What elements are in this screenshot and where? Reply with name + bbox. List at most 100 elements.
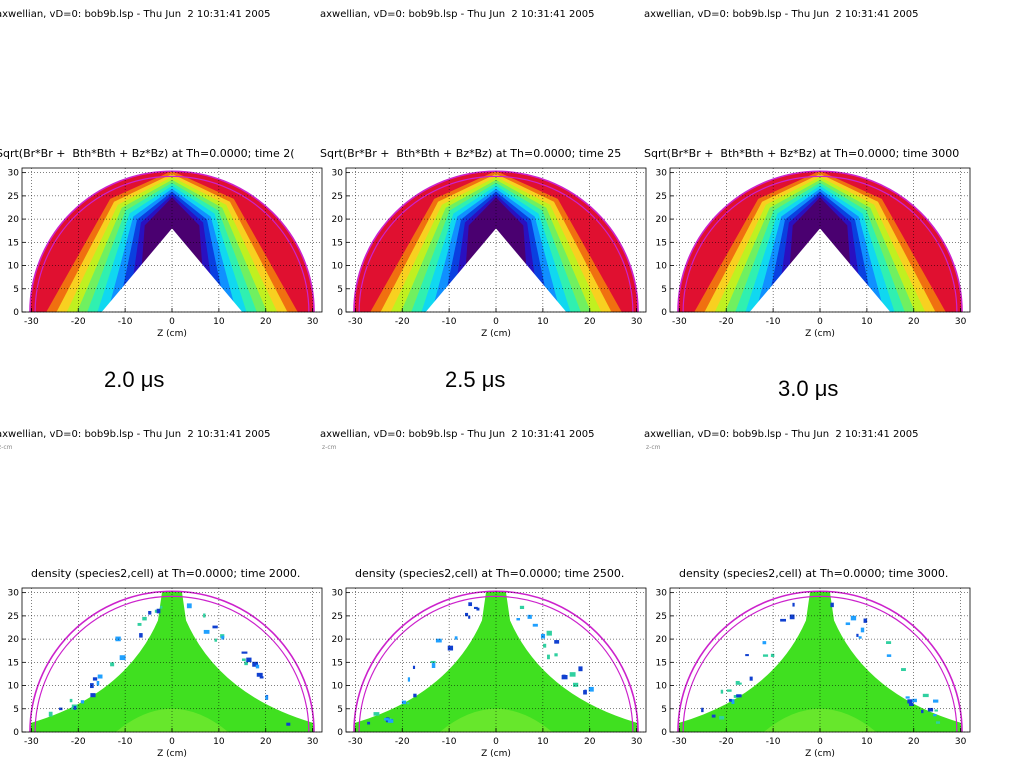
- density-fragment: [430, 660, 436, 663]
- y-tick-label: 25: [8, 612, 19, 622]
- density-fragment: [265, 695, 268, 700]
- density-fragment: [286, 722, 291, 726]
- panel-header: axwellian, vD=0: bob9b.lsp - Thu Jun 2 1…: [0, 429, 271, 440]
- x-tick-label: 20: [908, 737, 920, 747]
- x-tick-label: -30: [672, 737, 687, 747]
- x-tick-label: 30: [631, 737, 643, 747]
- density-fragment: [719, 716, 725, 720]
- x-tick-label: -30: [348, 737, 363, 747]
- density-fragment: [554, 640, 560, 644]
- panel-header: axwellian, vD=0: bob9b.lsp - Thu Jun 2 1…: [320, 429, 595, 440]
- density-fragment: [90, 693, 96, 698]
- x-tick-label: -20: [395, 737, 410, 747]
- density-fragment: [578, 666, 583, 672]
- field-plot-1: -30 -20 -10 0 10 20 30 0 5 10 15 20 25 30 Z (cm): [8, 167, 323, 339]
- x-tick-label: 30: [307, 317, 319, 327]
- density-fragment: [863, 618, 868, 623]
- density-fragment: [527, 614, 532, 619]
- density-fragment: [214, 638, 218, 642]
- density-fragment: [246, 657, 252, 663]
- x-tick-label: -30: [24, 317, 39, 327]
- density-fragment: [137, 622, 142, 626]
- density-fragment: [845, 622, 851, 626]
- y-tick-label: 25: [656, 192, 667, 202]
- density-fragment: [212, 625, 218, 629]
- density-fragment: [749, 676, 753, 681]
- plot-field: [353, 171, 639, 313]
- time-caption: 3.0 μs: [778, 376, 839, 401]
- x-tick-label: 20: [908, 317, 920, 327]
- density-fragment: [367, 721, 371, 725]
- x-tick-label: -20: [71, 317, 86, 327]
- density-fragment: [792, 602, 795, 607]
- density-fragment: [255, 664, 260, 669]
- y-tick-label: 5: [13, 705, 19, 715]
- y-tick-label: 20: [8, 635, 20, 645]
- y-tick-label: 10: [656, 262, 668, 272]
- plot-title: Sqrt(Br*Br + Bth*Bth + Bz*Bz) at Th=0.00…: [0, 147, 295, 160]
- density-fragment: [933, 714, 937, 717]
- x-tick-label: 30: [955, 317, 967, 327]
- y-tick-label: 5: [13, 285, 19, 295]
- y-tick-label: 5: [661, 705, 667, 715]
- x-tick-label: -10: [118, 317, 133, 327]
- x-tick-label: -30: [672, 317, 687, 327]
- x-tick-label: 30: [307, 737, 319, 747]
- density-fragment: [543, 643, 547, 648]
- boundary-ring-inner: [358, 595, 634, 733]
- x-tick-label: -20: [395, 317, 410, 327]
- density-fragment: [736, 694, 742, 698]
- density-fragment: [554, 653, 558, 657]
- x-tick-label: 10: [537, 317, 549, 327]
- y-tick-label: 0: [661, 728, 667, 738]
- density-fragment: [547, 654, 550, 660]
- plot-title: Sqrt(Br*Br + Bth*Bth + Bz*Bz) at Th=0.00…: [644, 147, 960, 160]
- density-fragment: [252, 661, 258, 667]
- density-fragment: [69, 698, 73, 703]
- y-tick-label: 10: [8, 682, 20, 692]
- y-tick-label: 0: [661, 308, 667, 318]
- boundary-ring-inner: [682, 175, 958, 313]
- y-tick-label: 20: [332, 635, 344, 645]
- y-tick-label: 15: [656, 238, 667, 248]
- panel-header: axwellian, vD=0: bob9b.lsp - Thu Jun 2 1…: [0, 9, 271, 20]
- density-fragment: [160, 605, 163, 609]
- density-fragment: [259, 676, 264, 679]
- density-fragment: [406, 702, 410, 705]
- x-tick-label: 0: [169, 317, 175, 327]
- y-tick-label: 30: [332, 589, 344, 599]
- panel-subheader: z-cm: [646, 444, 661, 451]
- x-axis-label: Z (cm): [481, 749, 511, 759]
- density-fragment: [933, 699, 939, 703]
- density-fragment: [142, 616, 147, 621]
- y-tick-label: 10: [332, 682, 344, 692]
- x-tick-label: 0: [817, 737, 823, 747]
- density-fragment: [588, 686, 594, 692]
- density-fragment: [473, 606, 478, 609]
- density-fragment: [244, 661, 248, 666]
- y-tick-label: 15: [332, 658, 343, 668]
- density-fragment: [738, 682, 742, 685]
- y-tick-label: 10: [8, 262, 20, 272]
- density-fragment: [901, 668, 906, 672]
- density-fragment: [780, 618, 787, 622]
- density-fragment: [830, 602, 834, 608]
- boundary-ring-inner: [358, 175, 634, 313]
- density-fragment: [447, 645, 454, 651]
- density-fragment: [886, 654, 892, 657]
- field-plot-3: -30 -20 -10 0 10 20 30 0 5 10 15 20 25 30 Z (cm): [656, 167, 971, 339]
- x-axis-label: Z (cm): [157, 329, 187, 339]
- y-tick-label: 30: [8, 589, 20, 599]
- x-tick-label: -10: [766, 737, 781, 747]
- density-fragment: [569, 672, 576, 677]
- x-tick-label: -20: [719, 737, 734, 747]
- density-fragment: [241, 658, 246, 661]
- y-tick-label: 5: [337, 705, 343, 715]
- x-tick-label: 0: [493, 317, 499, 327]
- y-tick-label: 15: [8, 238, 19, 248]
- density-fragment: [745, 654, 749, 657]
- density-plot-3: -30 -20 -10 0 10 20 30 0 5 10 15 20 25 30 Z (cm): [656, 587, 971, 759]
- density-fragment: [927, 707, 934, 712]
- density-fragment: [80, 700, 85, 704]
- boundary-ring-inner: [34, 175, 310, 313]
